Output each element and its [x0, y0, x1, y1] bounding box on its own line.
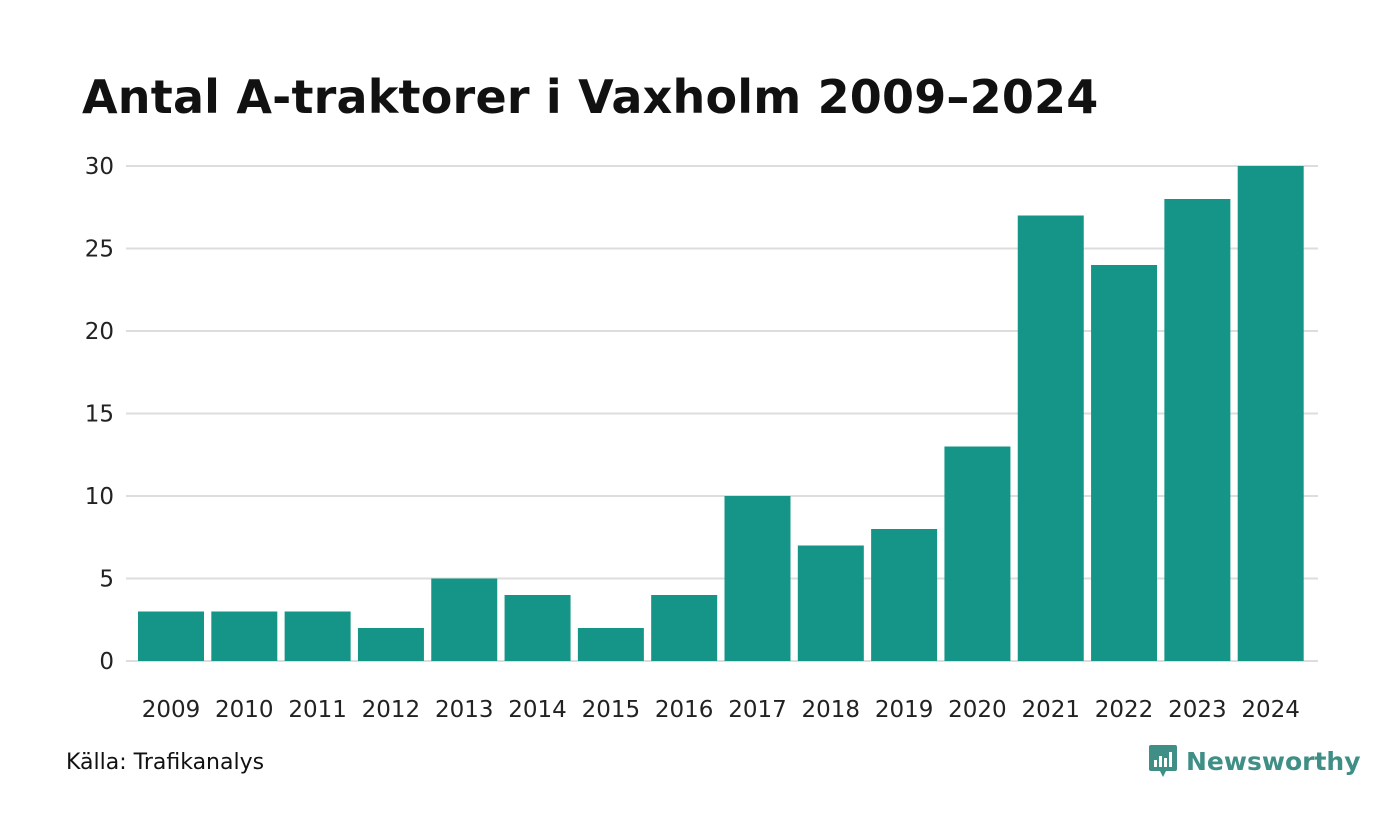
- bar-2018: [797, 545, 864, 661]
- chart-title: Antal A-traktorer i Vaxholm 2009–2024: [82, 70, 1099, 124]
- bar-2019: [871, 529, 938, 661]
- bar-2010: [211, 611, 278, 661]
- y-tick-label: 25: [85, 237, 114, 263]
- y-tick-label: 0: [99, 649, 114, 675]
- bar-2016: [651, 595, 718, 661]
- bar-2013: [431, 578, 498, 661]
- bar-2024: [1237, 166, 1304, 661]
- x-tick-label: 2021: [1021, 697, 1080, 723]
- bar-2020: [944, 446, 1011, 661]
- bar-2009: [138, 611, 204, 661]
- bar-2012: [357, 628, 424, 661]
- y-tick-label: 10: [85, 484, 114, 510]
- x-tick-label: 2020: [948, 697, 1007, 723]
- x-tick-label: 2016: [655, 697, 714, 723]
- y-tick-label: 5: [99, 567, 114, 593]
- x-tick-label: 2017: [728, 697, 787, 723]
- x-tick-label: 2012: [362, 697, 421, 723]
- newsworthy-logo-icon: [1149, 745, 1177, 777]
- bar-2014: [504, 595, 571, 661]
- brand-name: Newsworthy: [1186, 746, 1361, 776]
- x-tick-label: 2010: [215, 697, 274, 723]
- x-tick-label: 2011: [288, 697, 347, 723]
- x-axis: 2009 2010 2011 2012 2013 2014 2015 2016 2017 2018…: [142, 697, 1300, 723]
- x-tick-label: 2022: [1095, 697, 1154, 723]
- x-tick-label: 2015: [582, 697, 641, 723]
- bar-2023: [1164, 199, 1231, 661]
- bar-2017: [724, 496, 791, 661]
- x-tick-label: 2014: [508, 697, 567, 723]
- x-tick-label: 2018: [802, 697, 861, 723]
- bars: [138, 166, 1304, 661]
- y-tick-label: 15: [85, 402, 114, 428]
- source-note: Källa: Trafikanalys: [66, 750, 265, 775]
- x-tick-label: 2023: [1168, 697, 1227, 723]
- bar-2022: [1091, 265, 1158, 661]
- bar-2021: [1017, 215, 1084, 661]
- x-tick-label: 2013: [435, 697, 494, 723]
- x-tick-label: 2009: [142, 697, 201, 723]
- brand-logo: Newsworthy: [1148, 743, 1361, 779]
- y-axis: 0 5 10 15 20 25 30: [85, 154, 114, 675]
- x-tick-label: 2019: [875, 697, 934, 723]
- y-tick-label: 20: [85, 319, 114, 345]
- x-tick-label: 2024: [1241, 697, 1300, 723]
- bar-2011: [284, 611, 351, 661]
- y-tick-label: 30: [85, 154, 114, 180]
- bar-2015: [577, 628, 644, 661]
